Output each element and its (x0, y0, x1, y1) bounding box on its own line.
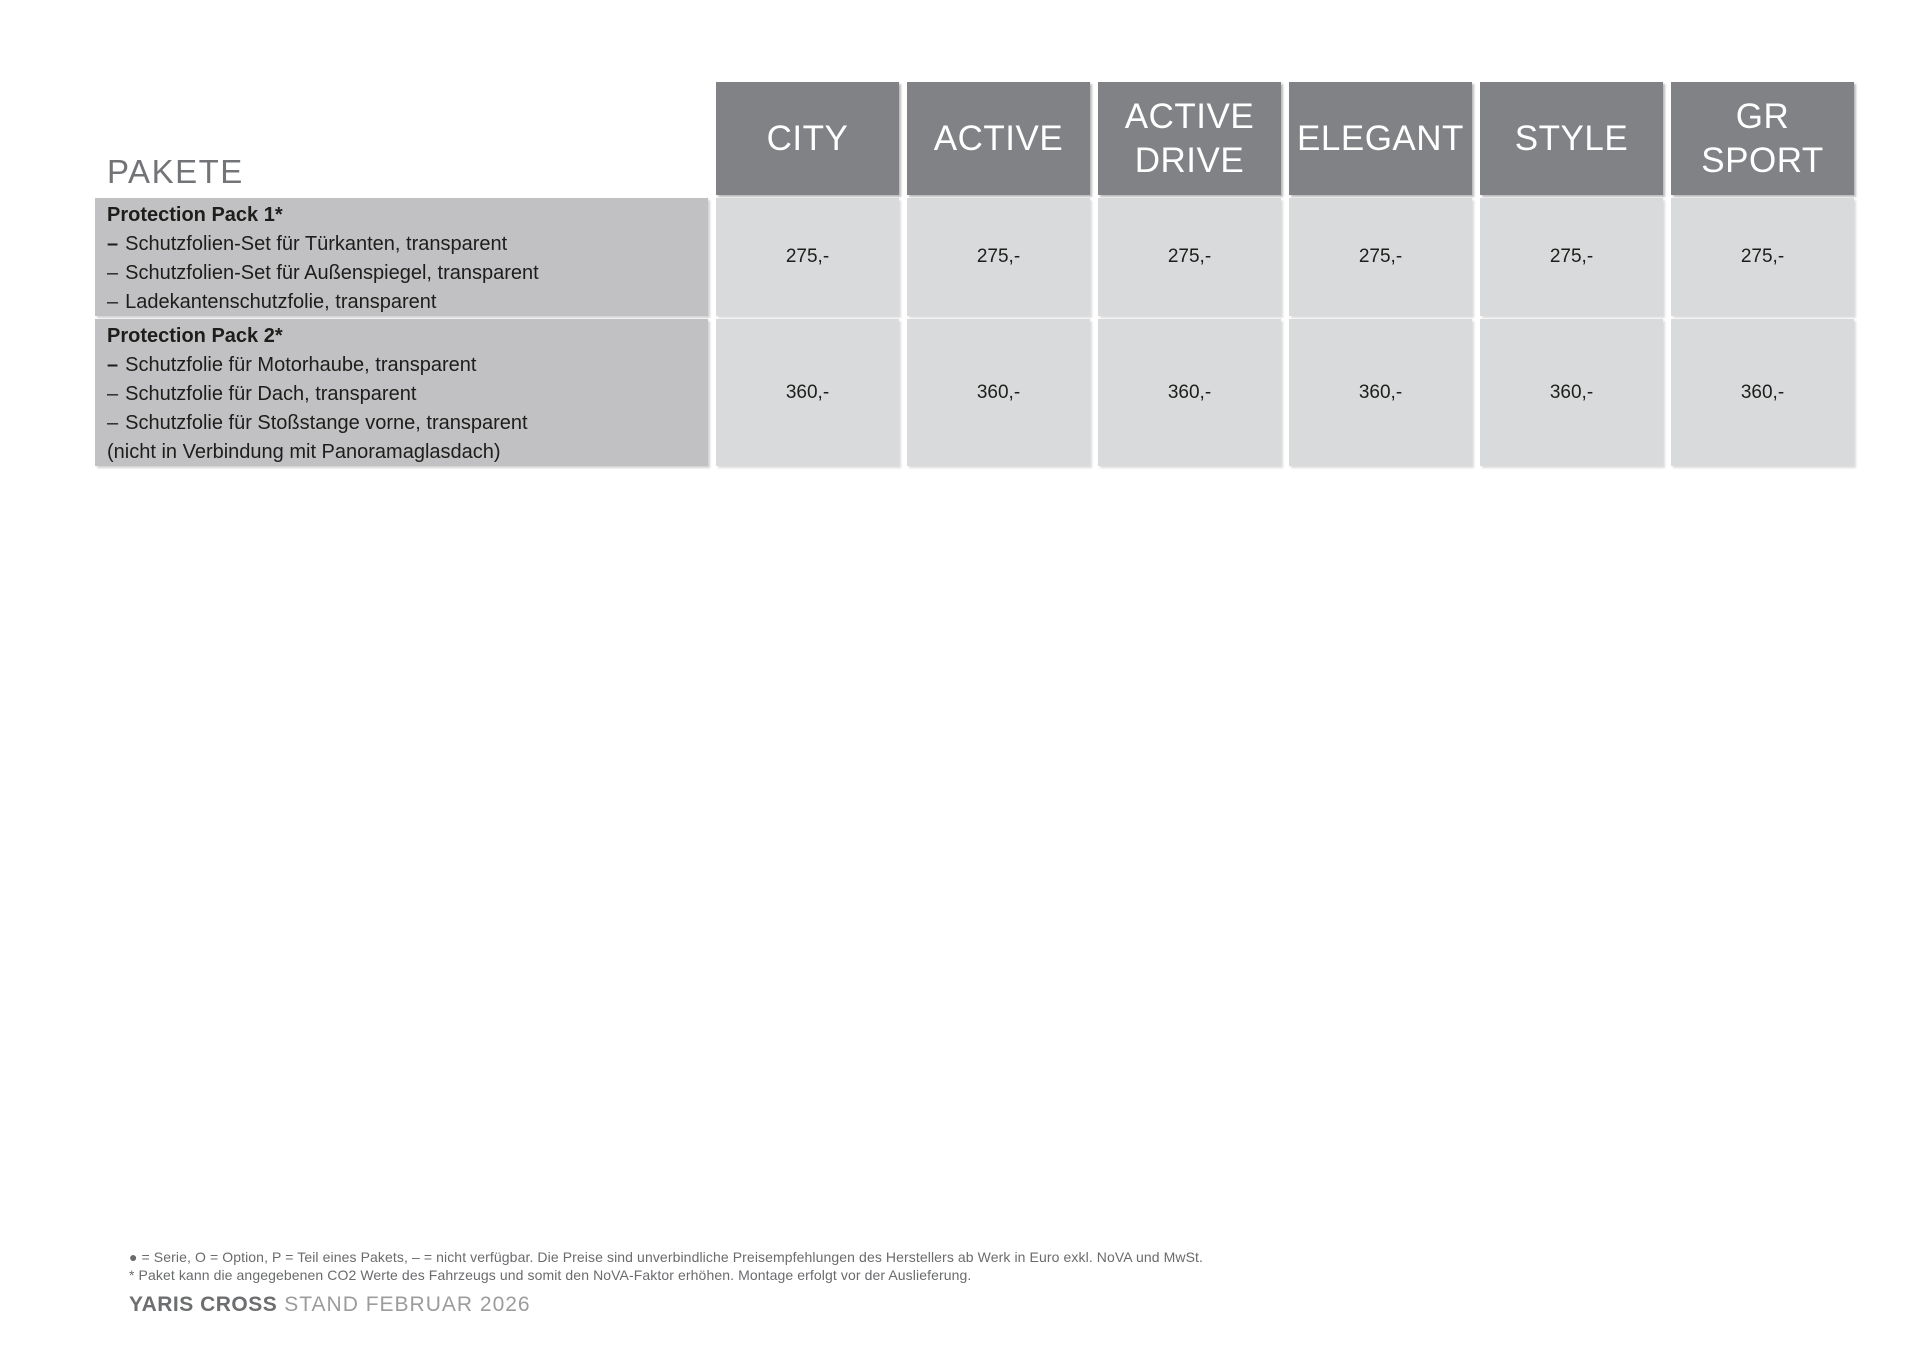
price-cell: 275,- (1289, 198, 1472, 316)
pack-note: (nicht in Verbindung mit Panoramaglasdac… (107, 441, 501, 463)
model-name: YARIS CROSS (129, 1293, 278, 1316)
pack-item: – Schutzfolie für Stoßstange vorne, trans… (107, 409, 698, 438)
footnote-text: * Paket kann die angegebenen CO2 Werte d… (129, 1267, 972, 1283)
price-cell: 275,- (907, 198, 1090, 316)
pack-item-text: Schutzfolien-Set für Außenspiegel, trans… (125, 262, 539, 284)
trim-column-header-city: CITY (716, 82, 899, 195)
footer: ● = Serie, O = Option, P = Teil eines Pa… (129, 1248, 1203, 1317)
trim-column-header-gr-sport: GR SPORT (1671, 82, 1854, 195)
trim-column-header-elegant: ELEGANT (1289, 82, 1472, 195)
pack-item: – Schutzfolie für Dach, transparent (107, 380, 698, 409)
price-cell: 360,- (907, 319, 1090, 466)
price-cell: 360,- (1671, 319, 1854, 466)
pack-item-text: Schutzfolien-Set für Türkanten, transpar… (125, 233, 508, 255)
packages-pricing-table: PAKETE CITY ACTIVE ACTIVE DRIVE ELEGANT … (95, 82, 1854, 466)
table-corner: PAKETE (95, 82, 708, 195)
price-cell: 275,- (1098, 198, 1281, 316)
pack-item-text: Schutzfolie für Motorhaube, transparent (125, 354, 477, 376)
pack-name: Protection Pack 2* (107, 325, 283, 347)
dash-prefix: – (107, 383, 119, 405)
trim-column-header-active: ACTIVE (907, 82, 1090, 195)
pack-item-text: Schutzfolie für Dach, transparent (125, 383, 417, 405)
price-cell: 275,- (1671, 198, 1854, 316)
trim-column-header-style: STYLE (1480, 82, 1663, 195)
price-cell: 360,- (1289, 319, 1472, 466)
dash-prefix: – (107, 354, 119, 376)
dash-prefix: – (107, 291, 119, 313)
pack-item: – Ladekantenschutzfolie, transparent (107, 288, 698, 317)
brand-line: YARIS CROSS STAND FEBRUAR 2026 (129, 1293, 1203, 1317)
pack-item: – Schutzfolie für Motorhaube, transparent (107, 351, 698, 380)
pack-row-label-1: Protection Pack 1* – Schutzfolien-Set für… (95, 198, 708, 316)
price-cell: 275,- (716, 198, 899, 316)
dash-prefix: – (107, 412, 119, 434)
pack-item: – Schutzfolien-Set für Außenspiegel, tran… (107, 259, 698, 288)
trim-column-header-active-drive: ACTIVE DRIVE (1098, 82, 1281, 195)
legend-text: ● = Serie, O = Option, P = Teil eines Pa… (129, 1249, 1203, 1265)
pack-row-label-2: Protection Pack 2* – Schutzfolie für Moto… (95, 319, 708, 466)
price-cell: 360,- (1480, 319, 1663, 466)
price-cell: 360,- (716, 319, 899, 466)
pack-item-text: Schutzfolie für Stoßstange vorne, transp… (125, 412, 528, 434)
page-title: PAKETE (107, 153, 244, 190)
pack-item: – Schutzfolien-Set für Türkanten, transpa… (107, 230, 698, 259)
dash-prefix: – (107, 233, 119, 255)
dash-prefix: – (107, 262, 119, 284)
pack-item-text: Ladekantenschutzfolie, transparent (125, 291, 437, 313)
pack-name: Protection Pack 1* (107, 204, 283, 226)
price-list-date: STAND FEBRUAR 2026 (284, 1293, 531, 1316)
price-cell: 275,- (1480, 198, 1663, 316)
price-cell: 360,- (1098, 319, 1281, 466)
